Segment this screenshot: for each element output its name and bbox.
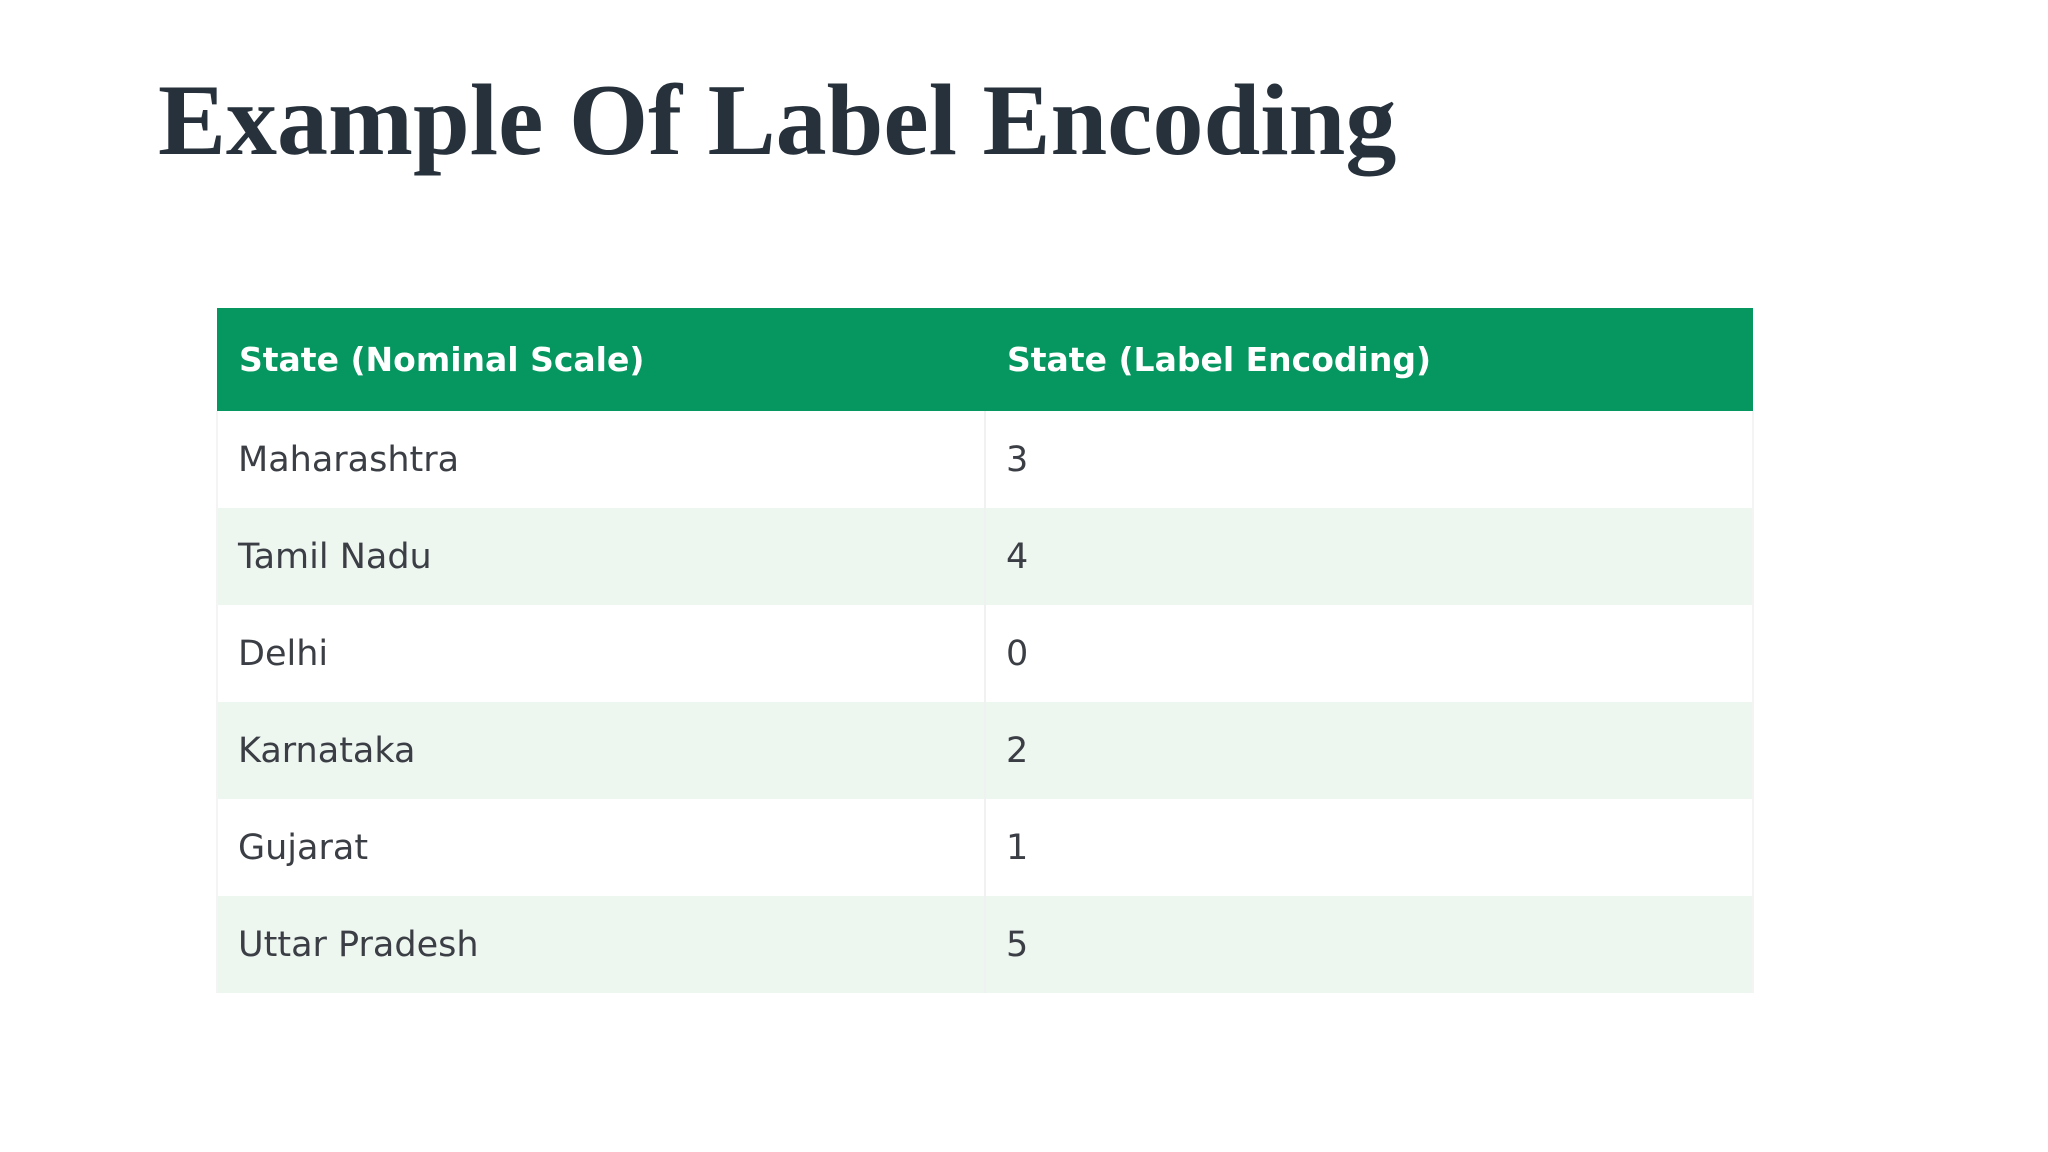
state-name-cell: Karnataka (216, 702, 985, 799)
table-row: Delhi 0 (216, 605, 1754, 702)
state-name-cell: Gujarat (216, 799, 985, 896)
table-header-row: State (Nominal Scale) State (Label Encod… (217, 308, 1753, 411)
encoded-value-cell: 5 (984, 896, 1754, 993)
table-row: Gujarat 1 (216, 799, 1754, 896)
encoded-value-cell: 3 (984, 411, 1754, 508)
encoded-value-cell: 2 (984, 702, 1754, 799)
encoded-value-cell: 4 (984, 508, 1754, 605)
state-name-cell: Delhi (216, 605, 985, 702)
encoded-value-cell: 1 (984, 799, 1754, 896)
table-row: Tamil Nadu 4 (216, 508, 1754, 605)
table-row: Maharashtra 3 (216, 411, 1754, 508)
table-row: Karnataka 2 (216, 702, 1754, 799)
slide-title: Example Of Label Encoding (158, 64, 1397, 177)
table-row: Uttar Pradesh 5 (216, 896, 1754, 993)
state-name-cell: Maharashtra (216, 411, 985, 508)
column-header-label-encoding: State (Label Encoding) (985, 308, 1753, 411)
column-header-nominal: State (Nominal Scale) (217, 308, 985, 411)
encoded-value-cell: 0 (984, 605, 1754, 702)
state-name-cell: Uttar Pradesh (216, 896, 985, 993)
label-encoding-table: State (Nominal Scale) State (Label Encod… (216, 308, 1754, 993)
state-name-cell: Tamil Nadu (216, 508, 985, 605)
